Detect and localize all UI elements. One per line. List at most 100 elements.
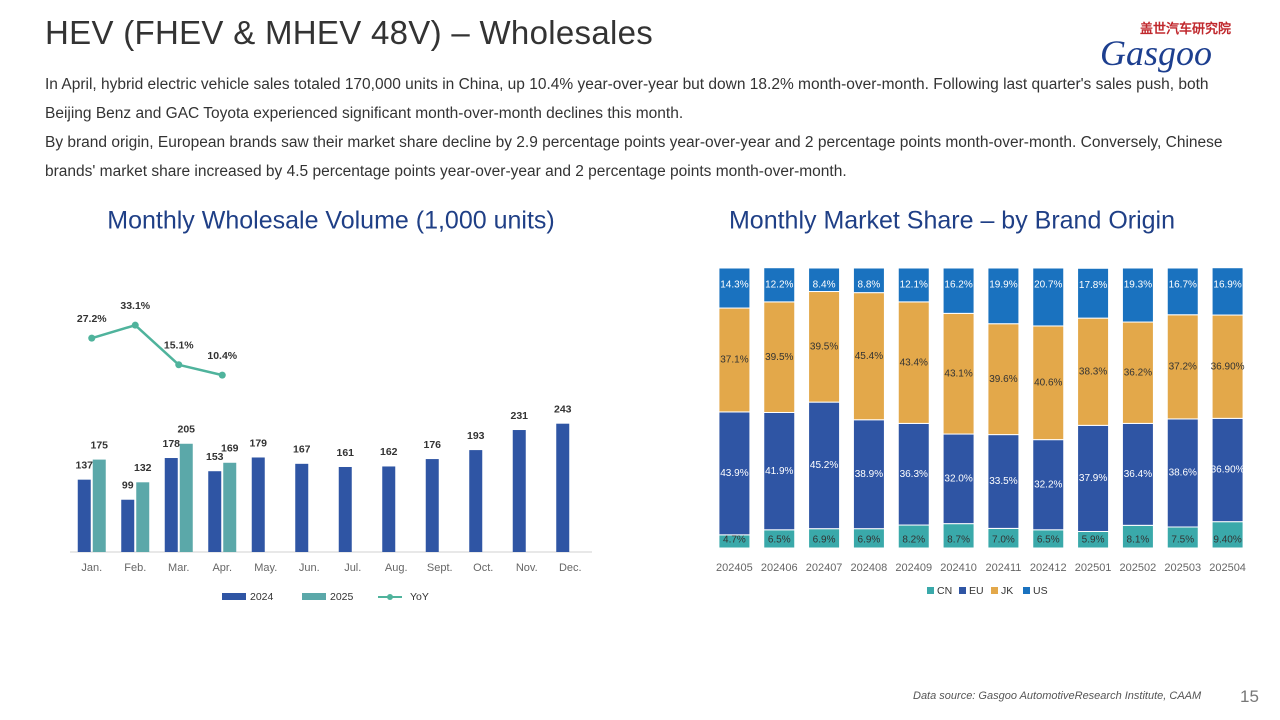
chart-title: Monthly Market Share – by Brand Origin [729,207,1175,235]
bar [251,457,265,552]
segment-label: 6.5% [768,535,791,546]
segment-label: 32.0% [944,473,972,484]
segment-label: 38.3% [1079,366,1107,377]
segment-label: 36.90% [1211,465,1245,476]
x-tick-label: Oct. [473,562,493,574]
bar-segment [1121,422,1154,526]
segment-label: 43.1% [944,368,972,379]
segment-label: 32.2% [1034,479,1062,490]
bar-segment [808,267,841,293]
segment-label: 39.5% [810,341,838,352]
segment-label: 8.4% [813,280,836,291]
x-tick-label: Mar. [168,562,189,574]
chart-title: Monthly Wholesale Volume (1,000 units) [107,207,554,235]
segment-label: 4.7% [723,535,746,546]
yoy-label: 15.1% [164,340,194,352]
yoy-point [88,334,96,342]
bar-segment [1077,267,1110,319]
x-tick-label: Feb. [124,562,146,574]
source: Data source: Gasgoo AutomotiveResearch I… [913,690,1202,702]
yoy-label: 10.4% [207,350,237,362]
body-text: In April, hybrid electric vehicle sales … [45,70,1245,186]
legend-label: 2024 [250,591,274,603]
paragraph: In April, hybrid electric vehicle sales … [45,76,1209,122]
bar-segment [942,267,975,314]
bar-label: 161 [336,447,354,459]
page-number: 15 [1240,687,1259,706]
bar-segment [852,419,885,530]
x-tick-label: 202412 [1030,562,1067,574]
logo-en: Gasgoo [1100,33,1213,73]
bar-label: 176 [423,439,441,451]
bar-segment [897,267,930,303]
yoy-point [175,361,183,369]
x-tick-label: 202405 [716,562,753,574]
bar-segment [1211,267,1244,316]
segment-label: 19.9% [989,280,1017,291]
segment-label: 6.5% [1037,535,1060,546]
bar [512,430,526,552]
yoy-point [218,371,226,379]
legend-label: CN [937,585,952,597]
segment-label: 38.9% [855,469,883,480]
yoy-label: 27.2% [77,313,107,325]
bar-segment [987,323,1020,436]
segment-label: 37.2% [1169,361,1197,372]
x-tick-label: 202409 [895,562,932,574]
segment-label: 7.5% [1171,535,1194,546]
bar-label: 132 [134,462,152,474]
bar-segment [718,267,751,309]
segment-label: 39.5% [765,352,793,363]
x-tick-label: 202502 [1120,562,1157,574]
paragraph: By brand origin, European brands saw the… [45,134,1223,180]
segment-label: 8.7% [947,535,970,546]
segment-label: 43.4% [900,357,928,368]
segment-label: 6.9% [813,535,836,546]
yoy-point [131,321,139,329]
bar-segment [1077,317,1110,426]
segment-label: 36.3% [900,469,928,480]
bar-segment [1121,267,1154,323]
segment-label: 12.1% [900,280,928,291]
bar-segment [1211,417,1244,523]
bar-segment [1121,321,1154,424]
bar-segment [1211,521,1244,549]
segment-label: 45.4% [855,351,883,362]
bar-segment [808,291,841,403]
legend-swatch [927,587,934,594]
bar-segment [718,307,751,413]
bar [338,466,352,552]
segment-label: 16.9% [1213,279,1241,290]
bar-label: 193 [467,430,485,442]
bar [469,450,483,552]
x-tick-label: Jan. [81,562,102,574]
segment-label: 38.6% [1169,468,1197,479]
segment-label: 16.2% [944,280,972,291]
bar-label: 99 [122,480,134,492]
legend-label: YoY [410,591,429,603]
segment-label: 8.8% [858,280,881,291]
bar [92,459,106,552]
x-tick-label: Sept. [427,562,453,574]
bar-label: 205 [177,424,195,436]
legend-swatch [302,593,326,600]
segment-label: 37.9% [1079,473,1107,484]
legend-swatch [991,587,998,594]
segment-label: 20.7% [1034,280,1062,291]
segment-label: 5.9% [1082,535,1105,546]
segment-label: 39.6% [989,374,1017,385]
x-tick-label: Aug. [385,562,408,574]
segment-label: 12.2% [765,279,793,290]
legend-swatch [222,593,246,600]
legend-swatch [959,587,966,594]
legend-label: 2025 [330,591,354,603]
x-tick-label: 202501 [1075,562,1112,574]
bar [425,459,439,552]
x-tick-label: May. [254,562,277,574]
x-tick-label: Nov. [516,562,538,574]
bar [556,423,570,552]
x-tick-label: Dec. [559,562,582,574]
segment-label: 7.0% [992,535,1015,546]
x-tick-label: 202504 [1209,562,1246,574]
